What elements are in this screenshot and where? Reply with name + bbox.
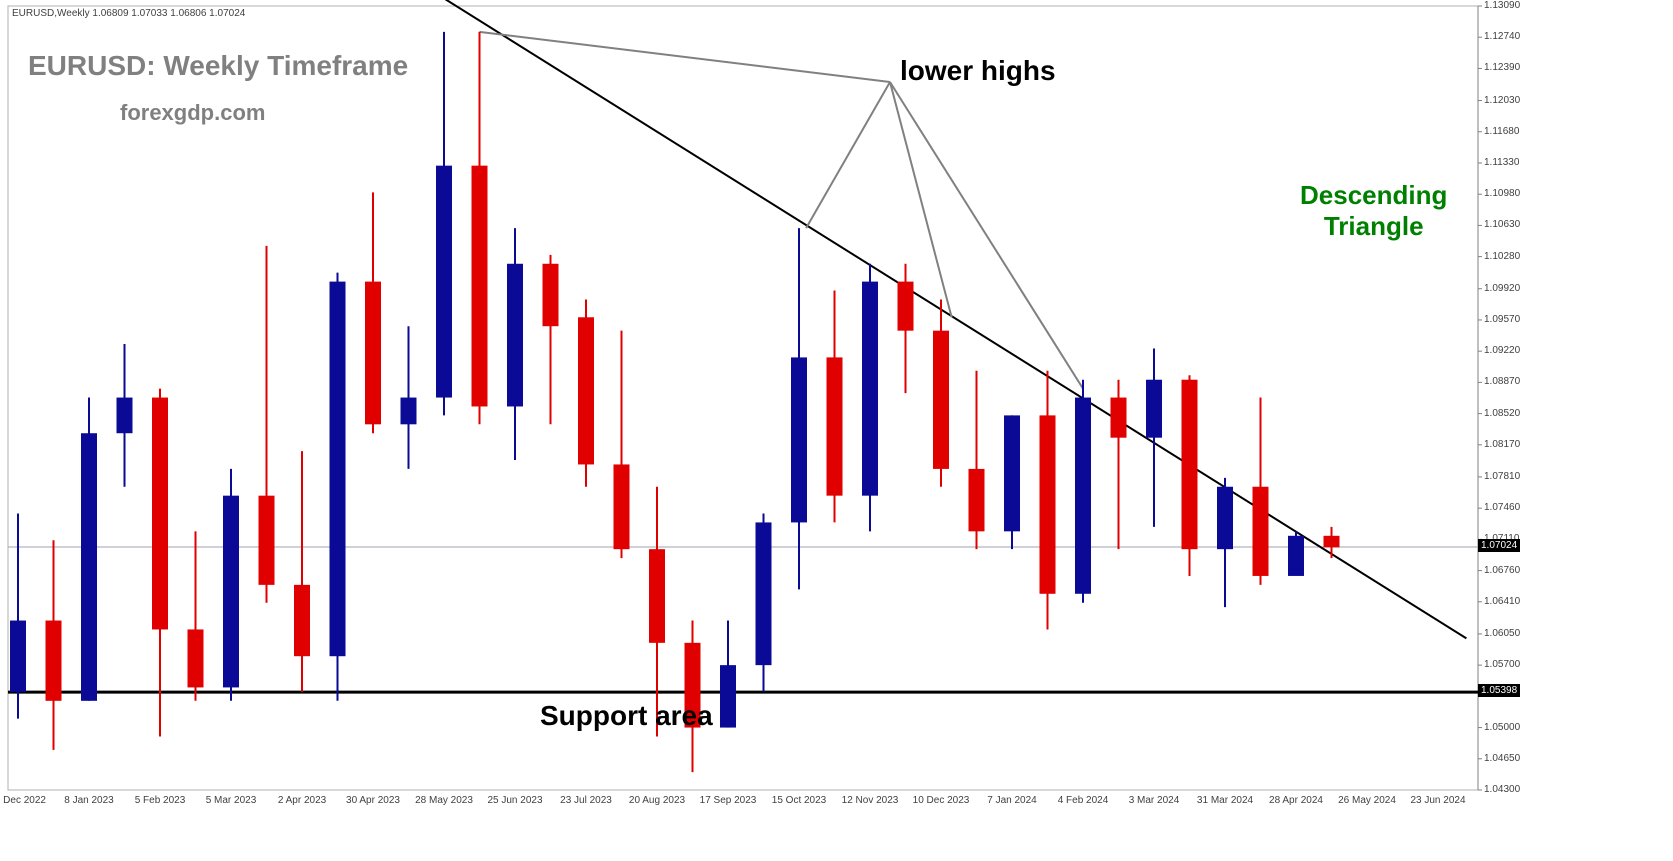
y-tick-label: 1.09220 xyxy=(1484,345,1520,356)
x-tick-label: 11 Dec 2022 xyxy=(0,795,46,806)
y-tick-label: 1.12740 xyxy=(1484,31,1520,42)
x-tick-label: 15 Oct 2023 xyxy=(772,795,826,806)
y-tick-label: 1.09920 xyxy=(1484,283,1520,294)
chart-subtitle: forexgdp.com xyxy=(120,100,265,126)
pattern-line1: Descending xyxy=(1300,180,1447,210)
y-tick-label: 1.08170 xyxy=(1484,439,1520,450)
x-tick-label: 7 Jan 2024 xyxy=(987,795,1037,806)
y-tick-label: 1.06410 xyxy=(1484,596,1520,607)
x-tick-label: 5 Feb 2023 xyxy=(135,795,186,806)
x-tick-label: 20 Aug 2023 xyxy=(629,795,685,806)
y-tick-label: 1.10280 xyxy=(1484,251,1520,262)
pattern-label: Descending Triangle xyxy=(1300,180,1447,242)
y-tick-label: 1.05000 xyxy=(1484,722,1520,733)
symbol-header: EURUSD,Weekly 1.06809 1.07033 1.06806 1.… xyxy=(12,8,245,19)
x-tick-label: 28 Apr 2024 xyxy=(1269,795,1323,806)
x-tick-label: 3 Mar 2024 xyxy=(1129,795,1180,806)
chart-svg xyxy=(0,0,1673,861)
y-tick-label: 1.07460 xyxy=(1484,502,1520,513)
x-tick-label: 30 Apr 2023 xyxy=(346,795,400,806)
y-tick-label: 1.07810 xyxy=(1484,471,1520,482)
y-tick-label: 1.10980 xyxy=(1484,188,1520,199)
y-tick-label: 1.08870 xyxy=(1484,376,1520,387)
y-tick-label: 1.06050 xyxy=(1484,628,1520,639)
y-tick-label: 1.04650 xyxy=(1484,753,1520,764)
y-tick-label: 1.11680 xyxy=(1484,126,1519,137)
x-tick-label: 5 Mar 2023 xyxy=(206,795,257,806)
x-tick-label: 28 May 2023 xyxy=(415,795,473,806)
x-tick-label: 23 Jul 2023 xyxy=(560,795,612,806)
x-tick-label: 23 Jun 2024 xyxy=(1410,795,1465,806)
x-tick-label: 26 May 2024 xyxy=(1338,795,1396,806)
candlestick-chart-container: { "header": { "symbol_info": "EURUSD,Wee… xyxy=(0,0,1673,861)
pattern-line2: Triangle xyxy=(1324,211,1424,241)
y-tick-label: 1.10630 xyxy=(1484,219,1520,230)
x-tick-label: 31 Mar 2024 xyxy=(1197,795,1253,806)
y-tick-label: 1.11330 xyxy=(1484,157,1519,168)
support-area-label: Support area xyxy=(540,700,713,732)
lower-highs-label: lower highs xyxy=(900,55,1056,87)
x-tick-label: 12 Nov 2023 xyxy=(842,795,899,806)
x-tick-label: 25 Jun 2023 xyxy=(487,795,542,806)
y-tick-label: 1.13090 xyxy=(1484,0,1520,11)
y-tick-label: 1.09570 xyxy=(1484,314,1520,325)
x-tick-label: 2 Apr 2023 xyxy=(278,795,326,806)
y-tick-label: 1.12390 xyxy=(1484,62,1520,73)
y-tick-label: 1.06760 xyxy=(1484,565,1520,576)
chart-title: EURUSD: Weekly Timeframe xyxy=(28,50,408,82)
y-tick-label: 1.08520 xyxy=(1484,408,1520,419)
current-price-tag: 1.07024 xyxy=(1478,539,1520,552)
y-tick-label: 1.04300 xyxy=(1484,784,1520,795)
x-tick-label: 8 Jan 2023 xyxy=(64,795,114,806)
y-tick-label: 1.05700 xyxy=(1484,659,1520,670)
x-tick-label: 10 Dec 2023 xyxy=(913,795,970,806)
support-price-tag: 1.05398 xyxy=(1478,684,1520,697)
x-tick-label: 4 Feb 2024 xyxy=(1058,795,1109,806)
x-tick-label: 17 Sep 2023 xyxy=(700,795,757,806)
y-tick-label: 1.12030 xyxy=(1484,95,1520,106)
